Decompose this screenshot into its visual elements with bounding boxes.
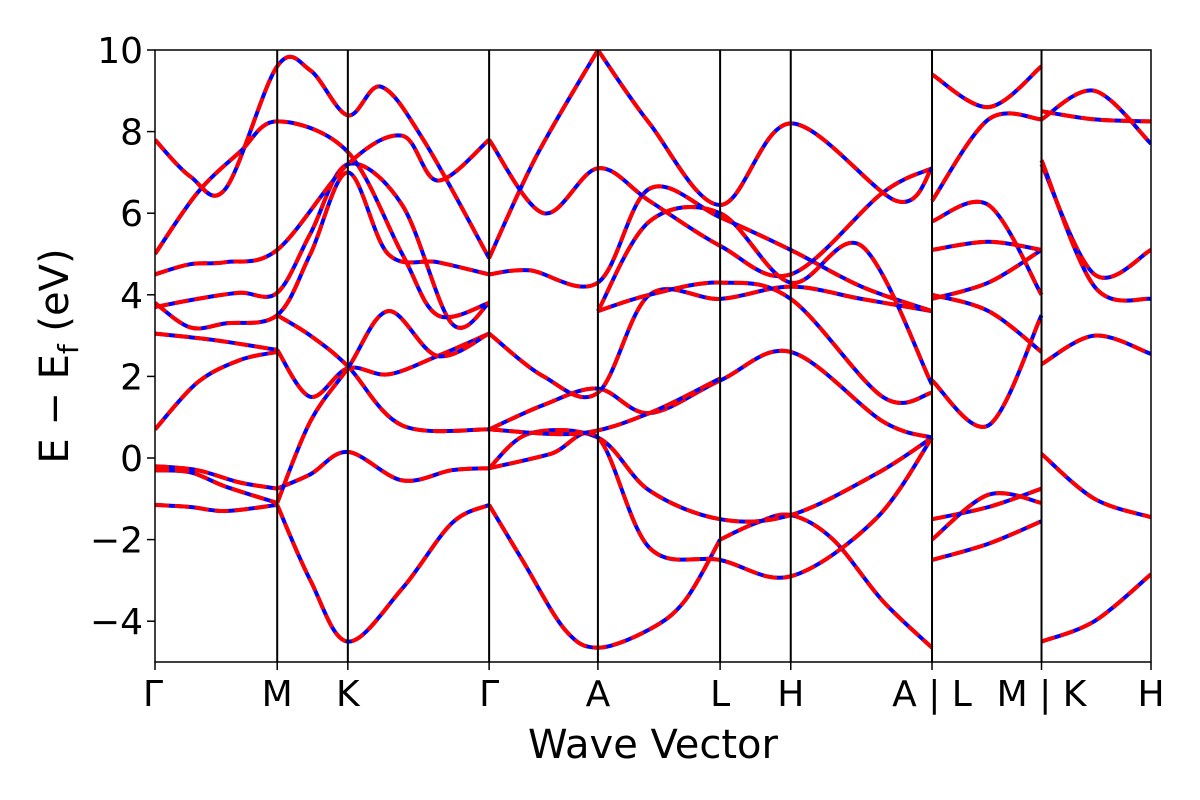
band-line-dashed-10 (155, 331, 278, 352)
band-line-dashed-0 (155, 502, 278, 514)
band-line-solid-2 (487, 503, 722, 650)
band-line-dashed-23 (487, 50, 600, 259)
band-line-dashed-44 (1040, 88, 1151, 146)
band-line-dashed-30 (930, 491, 1042, 542)
band-line-dashed-14 (489, 376, 721, 437)
band-line-dashed-6 (276, 449, 490, 491)
y-axis-title-sub: f (52, 343, 85, 354)
y-tick-label-2: 0 (120, 439, 143, 480)
x-tick-label-3: Γ (479, 674, 499, 715)
band-line-solid-29 (931, 486, 1043, 522)
band-line-dashed-34 (931, 292, 1043, 354)
y-tick-label-0: −4 (90, 602, 143, 643)
band-line-solid-1 (275, 503, 490, 644)
band-line-dashed-36 (930, 111, 1042, 203)
band-line-solid-38 (1040, 452, 1151, 520)
band-line-dashed-26 (596, 205, 934, 386)
band-line-dashed-5 (155, 464, 278, 491)
band-line-dashed-43 (1041, 109, 1151, 124)
band-line-dashed-41 (1039, 163, 1151, 280)
band-line-dashed-8 (488, 430, 934, 580)
x-tick-label-7: A | L (892, 674, 972, 715)
band-line-dashed-15 (275, 309, 491, 504)
y-tick-label-5: 6 (120, 194, 143, 235)
band-line-dashed-32 (931, 248, 1043, 301)
x-tick-label-4: A (586, 674, 611, 715)
band-line-dashed-20 (155, 133, 491, 277)
y-axis-title-unit: (eV) (32, 248, 78, 344)
x-tick-label-9: H (1137, 674, 1164, 715)
band-line-dashed-9 (155, 349, 278, 431)
band-line-solid-23 (487, 50, 600, 259)
band-line-dashed-4 (155, 468, 278, 505)
band-line-dashed-42 (1039, 159, 1151, 303)
plot-frame (154, 49, 1152, 663)
band-line-dashed-13 (488, 348, 933, 440)
x-tick-label-2: K (336, 674, 361, 715)
band-line-dashed-24 (488, 184, 933, 313)
x-tick-label-6: H (777, 674, 804, 715)
band-line-solid-13 (488, 348, 933, 440)
y-tick-label-3: 2 (120, 357, 143, 398)
band-line-solid-3 (719, 512, 934, 650)
band-line-dashed-17 (597, 280, 933, 405)
band-line-dashed-3 (719, 512, 934, 650)
y-tick-label-1: −2 (90, 521, 143, 562)
band-line-dashed-37 (930, 64, 1043, 110)
band-line-solid-7 (487, 427, 934, 524)
band-line-solid-36 (930, 111, 1042, 203)
band-line-dashed-33 (931, 239, 1042, 252)
high-symmetry-lines (276, 50, 1043, 662)
band-line-solid-11 (275, 331, 490, 399)
band-line-solid-39 (1040, 572, 1151, 644)
band-line-dashed-35 (931, 199, 1044, 296)
band-line-solid-9 (155, 349, 278, 431)
band-line-dashed-11 (275, 331, 490, 399)
x-tick-label-5: L (710, 674, 730, 715)
band-line-dashed-40 (1040, 333, 1151, 366)
band-line-solid-32 (931, 248, 1043, 301)
x-axis-title: Wave Vector (528, 722, 779, 768)
band-line-solid-42 (1039, 159, 1151, 303)
y-tick-label-4: 4 (120, 276, 143, 317)
x-tick-label-1: M (262, 674, 293, 715)
y-axis-ticks: −4 −2 0 2 4 6 8 10 (90, 31, 155, 643)
band-line-dashed-18 (155, 170, 490, 331)
band-line-solid-44 (1040, 88, 1151, 146)
band-line-dashed-2 (487, 503, 722, 650)
band-line-dashed-38 (1040, 452, 1151, 520)
y-axis-title: E − Ef (eV) (32, 248, 85, 463)
band-line-dashed-19 (155, 161, 491, 330)
band-line-solid-27 (596, 50, 934, 208)
band-line-dashed-12 (276, 313, 490, 434)
y-tick-label-7: 10 (97, 31, 143, 72)
band-line-solid-34 (931, 292, 1043, 354)
band-line-dashed-7 (487, 427, 934, 524)
band-line-dashed-29 (931, 486, 1043, 522)
band-line-dashed-1 (275, 503, 490, 644)
x-tick-label-8: M | K (997, 674, 1088, 715)
band-line-dashed-28 (931, 519, 1043, 562)
band-line-dashed-39 (1040, 572, 1151, 644)
x-tick-label-0: Γ (143, 674, 163, 715)
y-axis-title-main: E − E (32, 354, 78, 464)
y-tick-label-6: 8 (120, 113, 143, 154)
band-line-dashed-31 (930, 314, 1044, 429)
band-line-dashed-25 (487, 138, 933, 279)
band-line-dashed-22 (155, 54, 491, 260)
band-line-solid-31 (930, 314, 1044, 429)
x-axis-ticks: Γ M K Γ A L H A | L M | K H (143, 662, 1165, 715)
band-line-solid-40 (1040, 333, 1151, 366)
band-line-dashed-27 (596, 50, 934, 208)
band-lines (155, 50, 1151, 650)
